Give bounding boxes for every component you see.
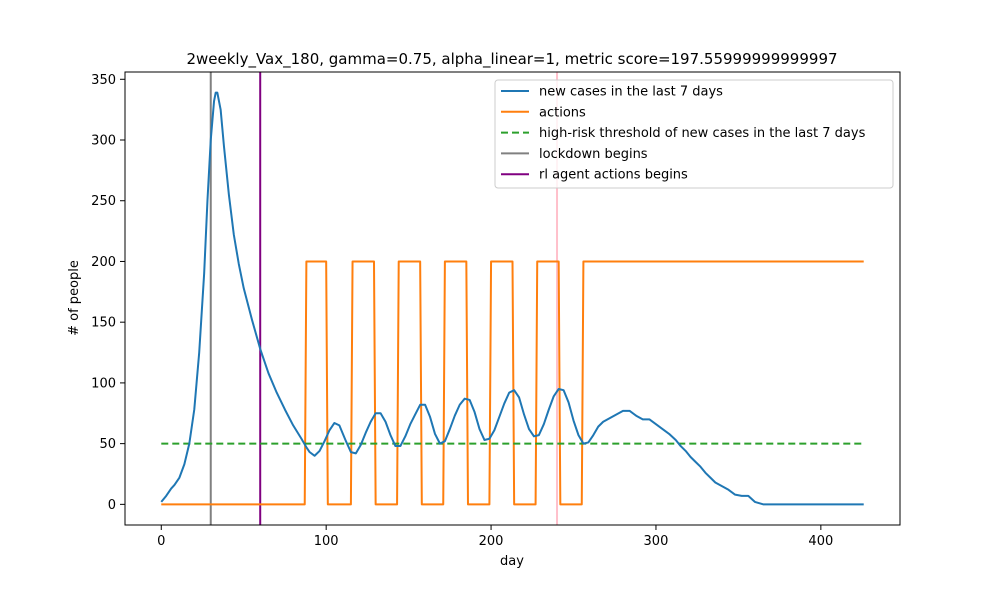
chart-title: 2weekly_Vax_180, gamma=0.75, alpha_linea…	[186, 50, 837, 69]
plot-frame	[124, 71, 901, 526]
y-tick-label: 300	[91, 134, 116, 149]
y-tick-label: 0	[108, 498, 116, 513]
legend-label: actions	[539, 105, 586, 120]
series-line-1	[161, 260, 864, 506]
legend-label: rl agent actions begins	[539, 168, 688, 183]
y-axis-ticks: 0 50 100 150 200 250 300 350	[91, 73, 125, 513]
y-tick-label: 350	[91, 73, 116, 88]
x-tick-label: 0	[157, 534, 165, 549]
y-axis-label: # of people	[67, 260, 82, 336]
series-layer	[160, 91, 864, 506]
y-tick-label: 150	[91, 316, 116, 331]
y-tick-label: 200	[91, 255, 116, 270]
legend-label: high-risk threshold of new cases in the …	[539, 126, 866, 141]
legend-label: new cases in the last 7 days	[539, 85, 723, 100]
y-tick-label: 250	[91, 194, 116, 209]
legend-box	[494, 79, 894, 189]
x-axis-label: day	[500, 554, 524, 569]
legend: new cases in the last 7 days actions high-…	[494, 79, 894, 189]
y-tick-label: 50	[99, 437, 116, 452]
x-axis-ticks: 0 100 200 300 400	[157, 525, 833, 549]
x-tick-label: 200	[479, 534, 504, 549]
x-tick-label: 100	[314, 534, 339, 549]
x-tick-label: 400	[808, 534, 833, 549]
legend-label: lockdown begins	[539, 147, 648, 162]
x-tick-label: 300	[644, 534, 669, 549]
series-line-0	[160, 91, 864, 506]
y-tick-label: 100	[91, 376, 116, 391]
